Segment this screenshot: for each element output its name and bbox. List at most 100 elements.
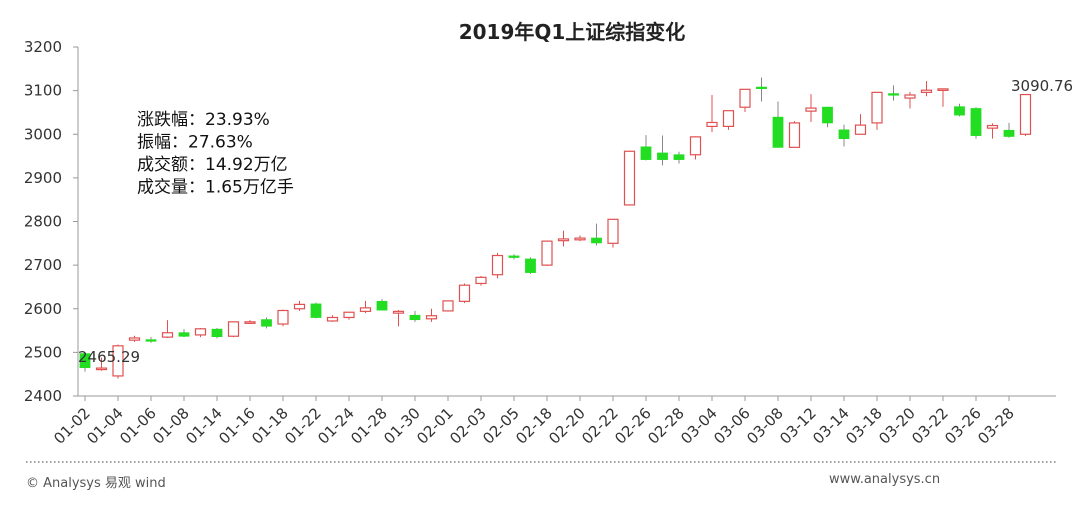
candle-body xyxy=(920,89,933,93)
candle xyxy=(343,311,355,320)
candle-body xyxy=(409,314,421,321)
x-tick-label: 02-20 xyxy=(545,404,589,448)
candle xyxy=(145,337,157,343)
candle-body xyxy=(822,106,833,124)
candle-body xyxy=(112,345,124,377)
stats-box: 涨跌幅：23.93%振幅：27.63%成交额：14.92万亿成交量：1.65万亿… xyxy=(137,110,294,198)
x-tick-label: 03-22 xyxy=(908,404,952,448)
candle-body xyxy=(145,339,157,342)
candle xyxy=(772,101,784,148)
candle xyxy=(904,91,916,109)
candle xyxy=(920,81,933,97)
candle-body xyxy=(574,237,586,241)
x-tick-label: 01-22 xyxy=(281,404,325,448)
x-tick-label: 03-06 xyxy=(710,404,754,448)
candle-body xyxy=(541,240,553,266)
candle-body xyxy=(788,122,801,148)
y-tick-label: 2600 xyxy=(24,300,62,318)
candle-body xyxy=(640,146,652,160)
candle xyxy=(871,91,883,130)
candle xyxy=(310,302,322,319)
candle-body xyxy=(211,328,223,338)
candle xyxy=(756,77,767,102)
candle xyxy=(689,136,702,160)
y-tick-label: 2500 xyxy=(24,343,62,361)
candle xyxy=(591,223,602,246)
x-tick-label: 01-02 xyxy=(50,404,94,448)
candle-body xyxy=(623,150,636,206)
x-tick-label: 02-26 xyxy=(611,404,655,448)
x-tick-label: 03-28 xyxy=(974,404,1018,448)
candle-body xyxy=(227,321,240,337)
candle xyxy=(722,110,735,130)
candle xyxy=(359,300,372,314)
candle xyxy=(937,88,949,107)
stat-line: 成交额：14.92万亿 xyxy=(137,155,288,175)
candle-body xyxy=(706,121,718,127)
candle xyxy=(607,218,619,248)
candle-body xyxy=(326,316,339,322)
candle-body xyxy=(1003,129,1015,137)
candle xyxy=(112,344,124,379)
candle xyxy=(392,310,405,327)
stat-value: 27.63% xyxy=(188,133,253,153)
candle-body xyxy=(425,315,438,320)
candle-body xyxy=(525,258,536,273)
candle xyxy=(557,230,570,247)
candle-body xyxy=(359,307,372,312)
x-tick-label: 01-08 xyxy=(149,404,193,448)
candle-body xyxy=(194,328,207,336)
candle xyxy=(128,335,141,342)
candle xyxy=(409,310,421,322)
candle xyxy=(525,257,536,274)
candle xyxy=(739,88,751,113)
candle xyxy=(244,320,256,325)
candle xyxy=(706,94,718,133)
candle-body xyxy=(128,337,141,341)
candles xyxy=(79,77,1032,379)
candle xyxy=(326,315,339,322)
candle-body xyxy=(607,218,619,244)
candle xyxy=(211,327,223,339)
candle xyxy=(475,276,487,286)
y-tick-label: 3200 xyxy=(24,38,62,56)
x-axis: 01-0201-0401-0601-0801-1401-1601-1801-22… xyxy=(50,395,1056,448)
candle xyxy=(376,299,388,311)
y-tick-label: 2800 xyxy=(24,213,62,231)
candle-body xyxy=(161,332,174,338)
x-tick-label: 01-24 xyxy=(314,404,358,448)
candle-body xyxy=(458,284,471,302)
copyright-text: © Analysys 易观 wind xyxy=(26,476,166,491)
candle-body xyxy=(442,300,454,312)
candle-body xyxy=(79,353,91,369)
candle-body xyxy=(805,107,817,112)
y-tick-label: 2400 xyxy=(24,387,62,405)
y-tick-label: 3100 xyxy=(24,82,62,100)
stat-line: 涨跌幅：23.93% xyxy=(137,110,270,130)
candle-body xyxy=(508,255,520,258)
x-tick-label: 01-30 xyxy=(380,404,424,448)
candle-body xyxy=(491,254,504,276)
candle xyxy=(277,309,289,327)
x-tick-label: 01-04 xyxy=(83,404,127,448)
stat-separator: ： xyxy=(188,178,205,198)
candle-body xyxy=(722,110,735,127)
candle-body xyxy=(888,93,899,96)
candle xyxy=(261,317,272,329)
source-url: www.analysys.cn xyxy=(829,472,941,487)
chart-title: 2019年Q1上证综指变化 xyxy=(459,20,686,44)
candle xyxy=(227,321,240,338)
candle xyxy=(491,252,504,279)
candle-body xyxy=(178,332,190,337)
y-axis: 2400 2500 2600 2700 2800 2900 3000 3100 3200 xyxy=(24,38,79,405)
stat-separator: ： xyxy=(188,110,205,130)
stat-label: 涨跌幅 xyxy=(137,110,188,130)
candle-body xyxy=(970,108,982,136)
candle-body xyxy=(871,91,883,124)
x-tick-label: 03-12 xyxy=(776,404,820,448)
candle-body xyxy=(95,367,108,371)
x-tick-label: 02-28 xyxy=(644,404,688,448)
candle-body xyxy=(392,310,405,314)
candle-body xyxy=(376,300,388,311)
candle-body xyxy=(954,106,965,116)
